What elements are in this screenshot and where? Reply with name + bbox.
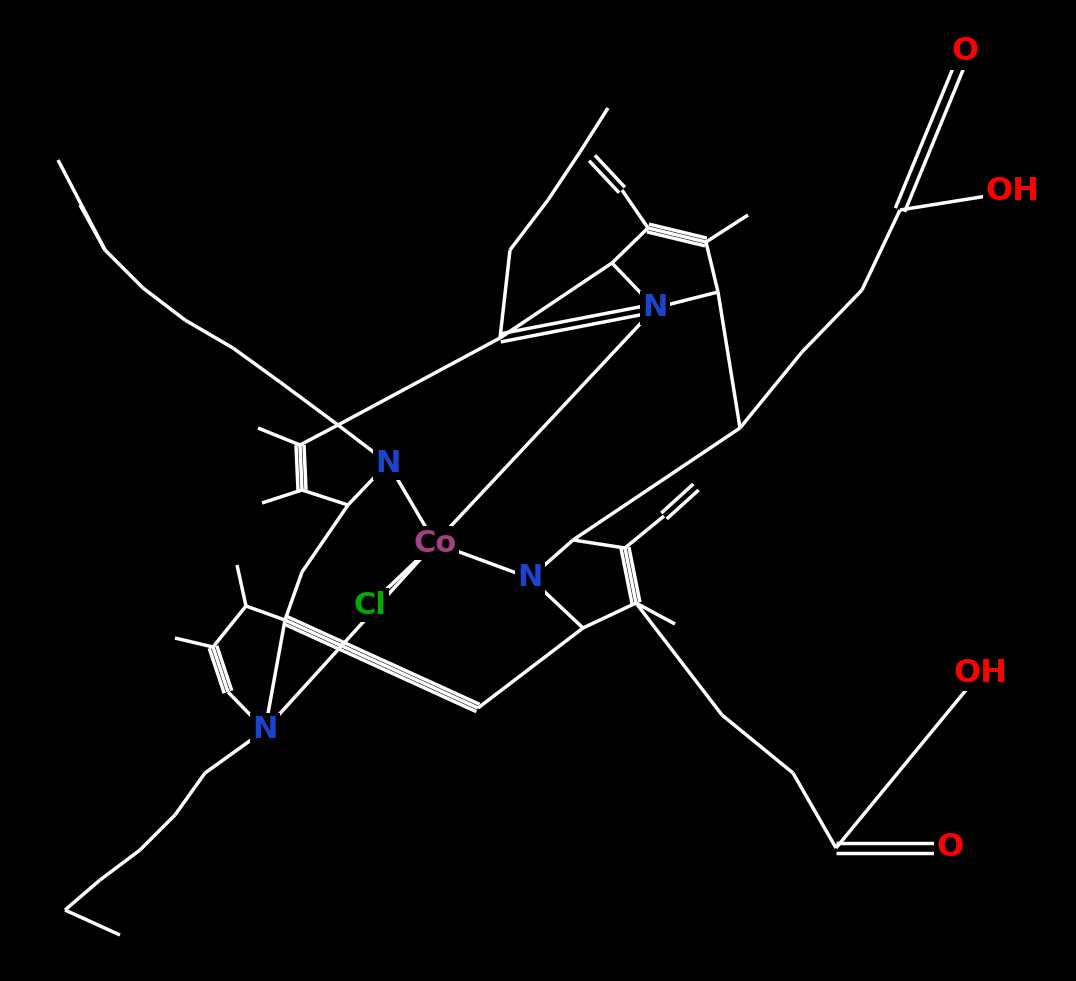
Text: N: N	[518, 563, 542, 593]
Text: O: O	[936, 833, 964, 863]
Text: N: N	[642, 293, 668, 323]
Text: N: N	[376, 448, 400, 478]
Text: OH: OH	[985, 177, 1039, 208]
Text: O: O	[951, 36, 979, 68]
Text: Cl: Cl	[354, 591, 386, 619]
Text: Co: Co	[413, 529, 456, 557]
Text: OH: OH	[953, 657, 1007, 689]
Text: N: N	[252, 715, 278, 745]
